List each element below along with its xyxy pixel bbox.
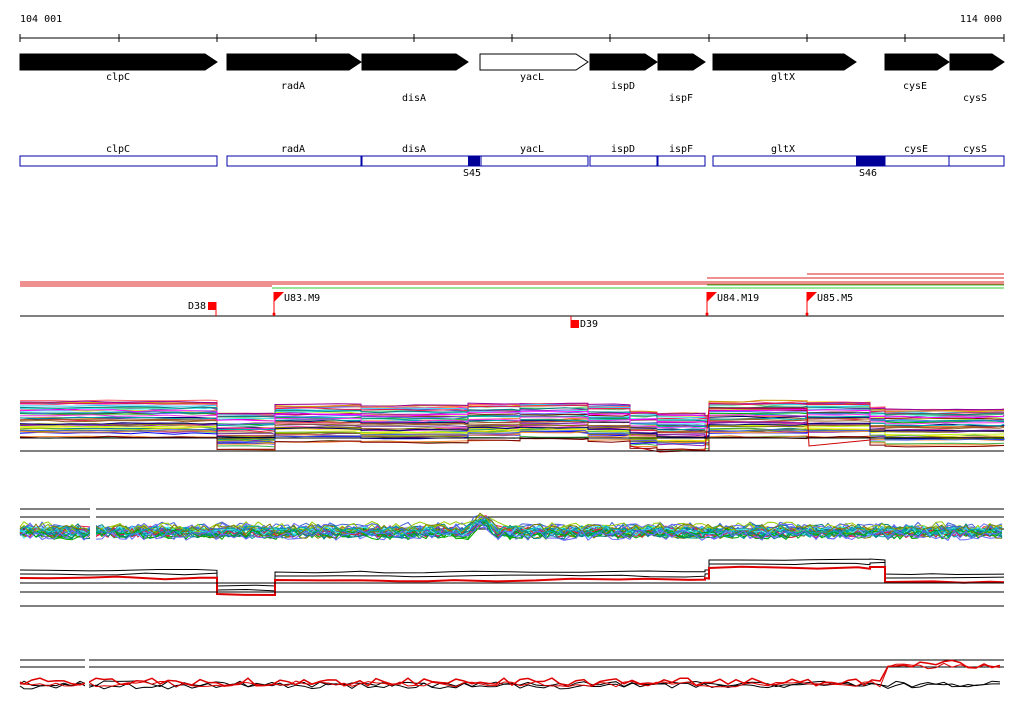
gene-arrow-clpC[interactable] bbox=[19, 53, 218, 71]
segment-box-ispF[interactable] bbox=[657, 155, 706, 167]
expression-trace bbox=[19, 565, 1005, 597]
segment-box-yacL[interactable] bbox=[480, 155, 589, 167]
segment-label-radA: radA bbox=[281, 144, 305, 155]
segment-box-radA[interactable] bbox=[226, 155, 362, 167]
expression-trace bbox=[19, 521, 1003, 542]
gene-label-radA: radA bbox=[281, 81, 305, 92]
gene-label-cysS: cysS bbox=[963, 93, 987, 104]
gene-arrow-disA[interactable] bbox=[361, 53, 469, 71]
gene-arrow-track: clpC radA disA yacL ispD ispF gltX cysE cysS bbox=[19, 53, 1005, 104]
ruler-start-label: 104 001 bbox=[20, 14, 62, 25]
segment-mark-label-S46: S46 bbox=[859, 168, 877, 179]
segment-label-clpC: clpC bbox=[106, 144, 130, 155]
expression-trace bbox=[19, 413, 1005, 430]
expression-trace bbox=[19, 519, 1003, 536]
expression-trace bbox=[19, 423, 1005, 441]
segment-label-ispF: ispF bbox=[669, 144, 693, 155]
segment-box-clpC[interactable] bbox=[19, 155, 218, 167]
segment-mark-S46[interactable] bbox=[856, 156, 885, 166]
mark-box-D38[interactable] bbox=[208, 302, 216, 310]
expression-trace bbox=[19, 422, 1005, 439]
mark-label-D38: D38 bbox=[188, 301, 206, 312]
expression-panel-2 bbox=[19, 503, 1004, 543]
mark-box-D39[interactable] bbox=[571, 320, 579, 328]
mark-label-D39: D39 bbox=[580, 319, 598, 330]
mark-flag-U84.M19[interactable] bbox=[707, 292, 717, 302]
segment-label-cysE: cysE bbox=[904, 144, 928, 155]
expression-trace bbox=[19, 405, 1005, 422]
segment-label-disA: disA bbox=[402, 144, 426, 155]
mark-dot bbox=[705, 312, 709, 316]
coordinate-ruler: 104 001 114 000 bbox=[19, 14, 1005, 42]
gene-label-cysE: cysE bbox=[903, 81, 927, 92]
expression-trace bbox=[19, 402, 1005, 420]
segment-mark-S45[interactable] bbox=[468, 156, 480, 166]
expression-panel-4 bbox=[19, 655, 1004, 695]
gene-segment-track: clpC radA disA yacL ispD ispF gltX cysE cysS S45 S… bbox=[19, 144, 1005, 179]
panel-gap bbox=[90, 503, 96, 543]
expression-trace bbox=[19, 418, 1005, 434]
expression-trace bbox=[19, 435, 1005, 452]
expression-trace bbox=[19, 662, 1001, 688]
mark-label-U85.M5: U85.M5 bbox=[817, 293, 853, 304]
panel-gap bbox=[85, 655, 89, 695]
gene-label-gltX: gltX bbox=[771, 72, 795, 83]
segment-mark-label-S45: S45 bbox=[463, 168, 481, 179]
mark-dot bbox=[272, 312, 276, 316]
expression-trace bbox=[19, 519, 1003, 541]
gene-label-clpC: clpC bbox=[106, 72, 130, 83]
expression-trace bbox=[19, 428, 1005, 445]
segment-label-gltX: gltX bbox=[771, 144, 795, 155]
gene-label-disA: disA bbox=[402, 93, 426, 104]
gene-arrow-ispF[interactable] bbox=[657, 53, 706, 71]
mark-flag-U83.M9[interactable] bbox=[274, 292, 284, 302]
gene-arrow-gltX[interactable] bbox=[712, 53, 857, 71]
gene-arrow-cysE[interactable] bbox=[884, 53, 950, 71]
gene-arrow-yacL[interactable] bbox=[479, 53, 589, 71]
gene-label-ispF: ispF bbox=[669, 93, 693, 104]
mark-flag-U85.M5[interactable] bbox=[807, 292, 817, 302]
segment-box-cysE[interactable] bbox=[884, 155, 950, 167]
transcript-guide-lines bbox=[20, 273, 1004, 317]
gene-label-yacL: yacL bbox=[520, 72, 544, 83]
gene-label-ispD: ispD bbox=[611, 81, 635, 92]
expression-trace bbox=[19, 400, 1004, 417]
mark-label-U84.M19: U84.M19 bbox=[717, 293, 759, 304]
segment-box-ispD[interactable] bbox=[589, 155, 658, 167]
expression-panel-1 bbox=[19, 399, 1005, 453]
mark-dot bbox=[805, 312, 809, 316]
segment-label-yacL: yacL bbox=[520, 144, 544, 155]
segment-label-ispD: ispD bbox=[611, 144, 635, 155]
expression-panel-3 bbox=[19, 558, 1005, 607]
transcript-marks: D38 U83.M9 D39 U84.M19 U85.M5 bbox=[188, 292, 853, 330]
gene-arrow-ispD[interactable] bbox=[589, 53, 658, 71]
ruler-end-label: 114 000 bbox=[960, 14, 1002, 25]
segment-label-cysS: cysS bbox=[963, 144, 987, 155]
gene-arrow-radA[interactable] bbox=[226, 53, 362, 71]
expression-trace bbox=[19, 430, 1005, 445]
expression-trace bbox=[629, 407, 871, 453]
expression-trace bbox=[19, 520, 1003, 537]
segment-box-cysS[interactable] bbox=[948, 155, 1005, 167]
segment-box-disA[interactable] bbox=[361, 155, 482, 167]
mark-label-U83.M9: U83.M9 bbox=[284, 293, 320, 304]
gene-arrow-cysS[interactable] bbox=[949, 53, 1005, 71]
expression-trace bbox=[19, 408, 1005, 425]
